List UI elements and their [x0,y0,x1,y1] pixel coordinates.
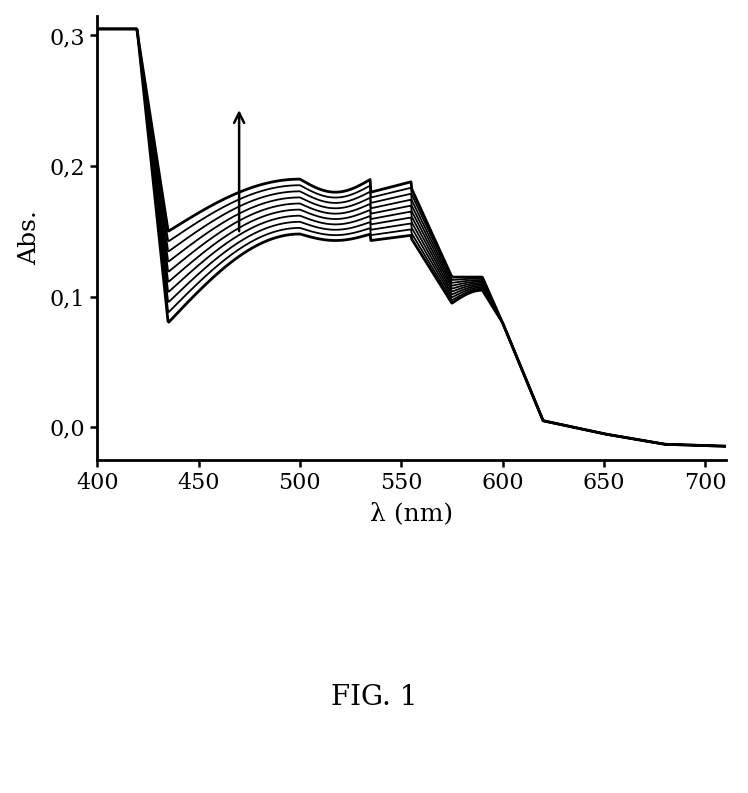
Y-axis label: Abs.: Abs. [19,210,41,266]
X-axis label: λ (nm): λ (nm) [370,502,453,525]
Text: FIG. 1: FIG. 1 [331,684,417,711]
